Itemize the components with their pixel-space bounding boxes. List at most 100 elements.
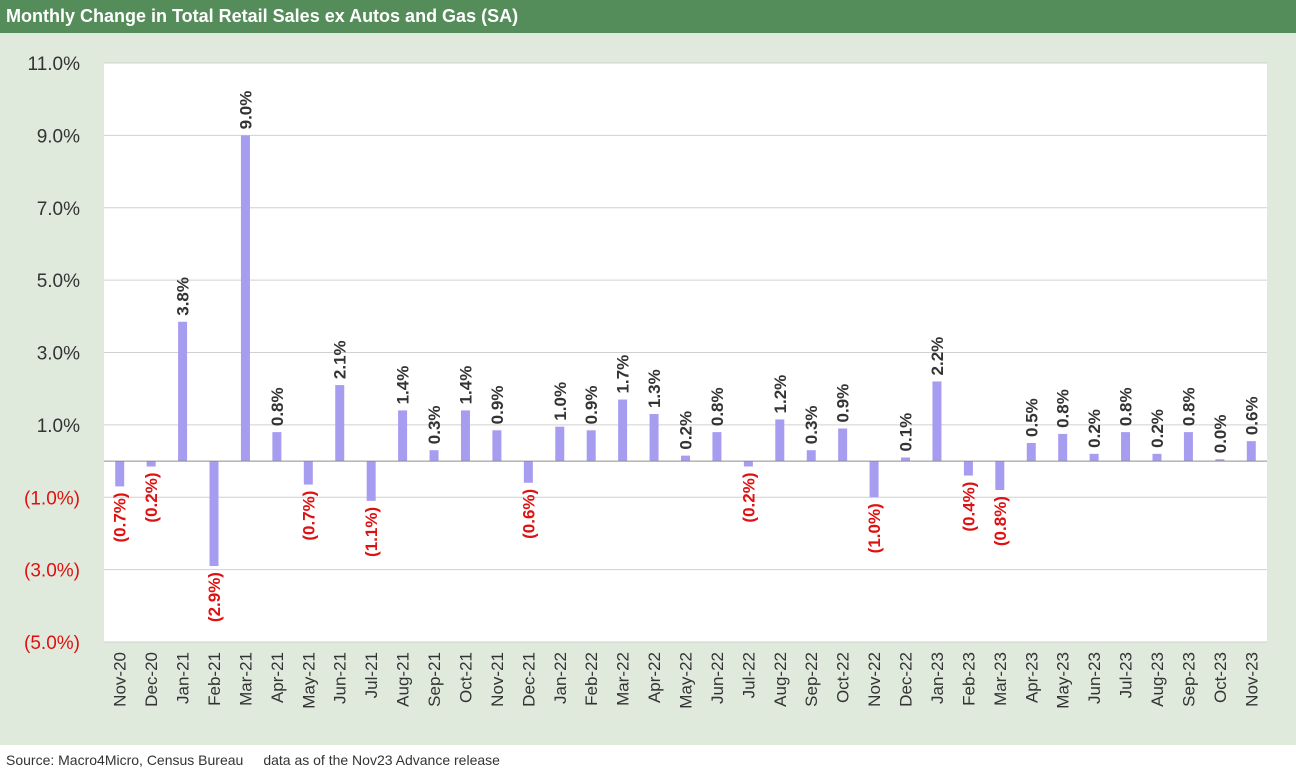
data-label: 0.3% — [425, 405, 444, 444]
y-tick-label: (1.0%) — [24, 488, 80, 509]
x-tick-label: May-21 — [299, 652, 318, 709]
x-tick-label: Feb-23 — [959, 652, 978, 706]
data-label: 0.0% — [1211, 415, 1230, 454]
bar — [460, 410, 470, 462]
source-note: Source: Macro4Micro, Census Bureau — [6, 752, 244, 768]
data-label: 1.0% — [551, 382, 570, 421]
data-label: 0.9% — [488, 386, 507, 425]
footer: Source: Macro4Micro, Census Bureau data a… — [6, 752, 500, 772]
x-tick-label: Oct-23 — [1211, 652, 1230, 703]
bar — [178, 321, 188, 462]
bar — [523, 461, 533, 483]
bar — [586, 430, 596, 462]
data-label: 0.2% — [1085, 409, 1104, 448]
bar — [712, 432, 722, 462]
release-note: data as of the Nov23 Advance release — [263, 752, 500, 768]
data-label: 0.2% — [677, 411, 696, 450]
y-tick-label: (3.0%) — [24, 561, 80, 582]
bar — [1215, 459, 1225, 462]
bar — [115, 461, 125, 487]
x-tick-label: Dec-21 — [519, 652, 538, 707]
x-tick-label: Jun-23 — [1085, 652, 1104, 704]
data-label: 1.4% — [394, 366, 413, 405]
bars — [115, 135, 1256, 567]
y-tick-label: 11.0% — [28, 54, 81, 75]
y-tick-label: (5.0%) — [24, 633, 80, 654]
x-tick-label: Jan-21 — [174, 652, 193, 704]
bar-chart: 11.0% 9.0% 7.0% 5.0% 3.0% 1.0% (1.0%) (3.0%) (5.… — [24, 54, 1267, 709]
data-label: 0.6% — [1242, 396, 1261, 435]
bar — [838, 428, 848, 462]
bar — [681, 455, 690, 462]
bar — [303, 461, 313, 485]
data-label: 0.2% — [1148, 409, 1167, 448]
gridlines — [104, 62, 1267, 643]
bar — [775, 419, 785, 462]
x-tick-label: Jun-21 — [331, 652, 350, 704]
bar — [869, 461, 879, 498]
y-tick-label: 9.0% — [37, 126, 80, 147]
x-tick-label: Feb-21 — [205, 652, 224, 706]
y-tick-label: 5.0% — [37, 271, 80, 292]
data-label: 1.3% — [645, 369, 664, 408]
bar — [743, 461, 753, 467]
bar — [240, 135, 250, 462]
x-tick-label: Nov-21 — [488, 652, 507, 707]
bar — [366, 461, 376, 501]
bar — [618, 399, 628, 462]
x-tick-label: Sep-23 — [1179, 652, 1198, 707]
bar — [492, 430, 502, 462]
data-label: (0.4%) — [959, 482, 978, 532]
x-tick-label: Sep-22 — [802, 652, 821, 707]
x-tick-label: Mar-23 — [991, 652, 1010, 706]
x-axis-tick-labels: Nov-20 Dec-20 Jan-21 Feb-21 Mar-21 Apr-21 May-… — [111, 652, 1262, 709]
bar — [1058, 433, 1068, 462]
data-label: 0.9% — [582, 386, 601, 425]
data-label: 0.8% — [708, 387, 727, 426]
bar — [429, 450, 439, 462]
x-tick-label: Dec-22 — [897, 652, 916, 707]
x-tick-label: Sep-21 — [425, 652, 444, 707]
data-label: 2.1% — [331, 340, 350, 379]
bar — [335, 385, 345, 462]
x-tick-label: Jul-23 — [1117, 652, 1136, 698]
x-tick-label: Oct-21 — [456, 652, 475, 703]
data-label: (0.7%) — [111, 492, 130, 542]
data-label: 0.9% — [834, 384, 853, 423]
bar — [555, 426, 565, 462]
data-label: (0.2%) — [142, 472, 161, 522]
data-label: (2.9%) — [205, 572, 224, 622]
x-tick-label: Jun-22 — [708, 652, 727, 704]
x-tick-label: Aug-22 — [771, 652, 790, 707]
data-labels: (0.7%) (0.2%) 3.8% (2.9%) 9.0% 0.8% (0.7%) 2.1%… — [111, 91, 1262, 622]
bar — [1089, 453, 1099, 462]
bar — [1246, 441, 1256, 462]
bar — [901, 457, 911, 462]
bar — [1183, 432, 1193, 462]
x-tick-label: May-22 — [677, 652, 696, 709]
x-tick-label: Mar-21 — [236, 652, 255, 706]
bar — [1152, 453, 1162, 462]
y-tick-label: 7.0% — [37, 199, 80, 220]
data-label: 0.5% — [1022, 398, 1041, 437]
x-tick-label: Apr-21 — [268, 652, 287, 703]
bar — [932, 381, 942, 462]
x-tick-label: Dec-20 — [142, 652, 161, 707]
data-label: (0.6%) — [519, 489, 538, 539]
bar — [649, 414, 659, 462]
data-label: (0.7%) — [299, 491, 318, 541]
x-tick-label: Feb-22 — [582, 652, 601, 706]
data-label: 0.8% — [1054, 389, 1073, 428]
y-tick-label: 1.0% — [37, 416, 80, 437]
data-label: 0.1% — [897, 413, 916, 452]
bar — [272, 432, 282, 462]
x-tick-label: Oct-22 — [834, 652, 853, 703]
x-tick-label: Mar-22 — [614, 652, 633, 706]
data-label: 0.8% — [1179, 387, 1198, 426]
bar — [1026, 442, 1036, 462]
bar — [1121, 432, 1131, 462]
data-label: (1.0%) — [865, 503, 884, 553]
data-label: 0.3% — [802, 405, 821, 444]
data-label: 9.0% — [236, 91, 255, 130]
x-tick-label: Apr-23 — [1022, 652, 1041, 703]
